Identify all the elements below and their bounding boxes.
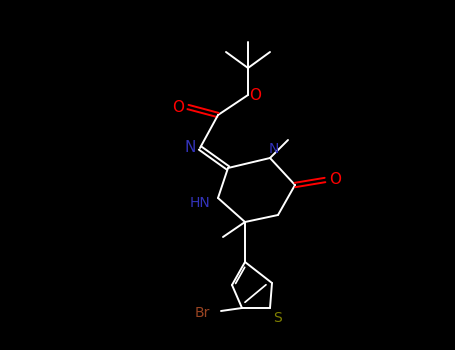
Text: S: S [273, 311, 281, 325]
Text: O: O [172, 99, 184, 114]
Text: N: N [269, 142, 279, 156]
Text: HN: HN [190, 196, 210, 210]
Text: O: O [329, 173, 341, 188]
Text: O: O [249, 88, 261, 103]
Text: Br: Br [194, 306, 210, 320]
Text: N: N [184, 140, 196, 155]
